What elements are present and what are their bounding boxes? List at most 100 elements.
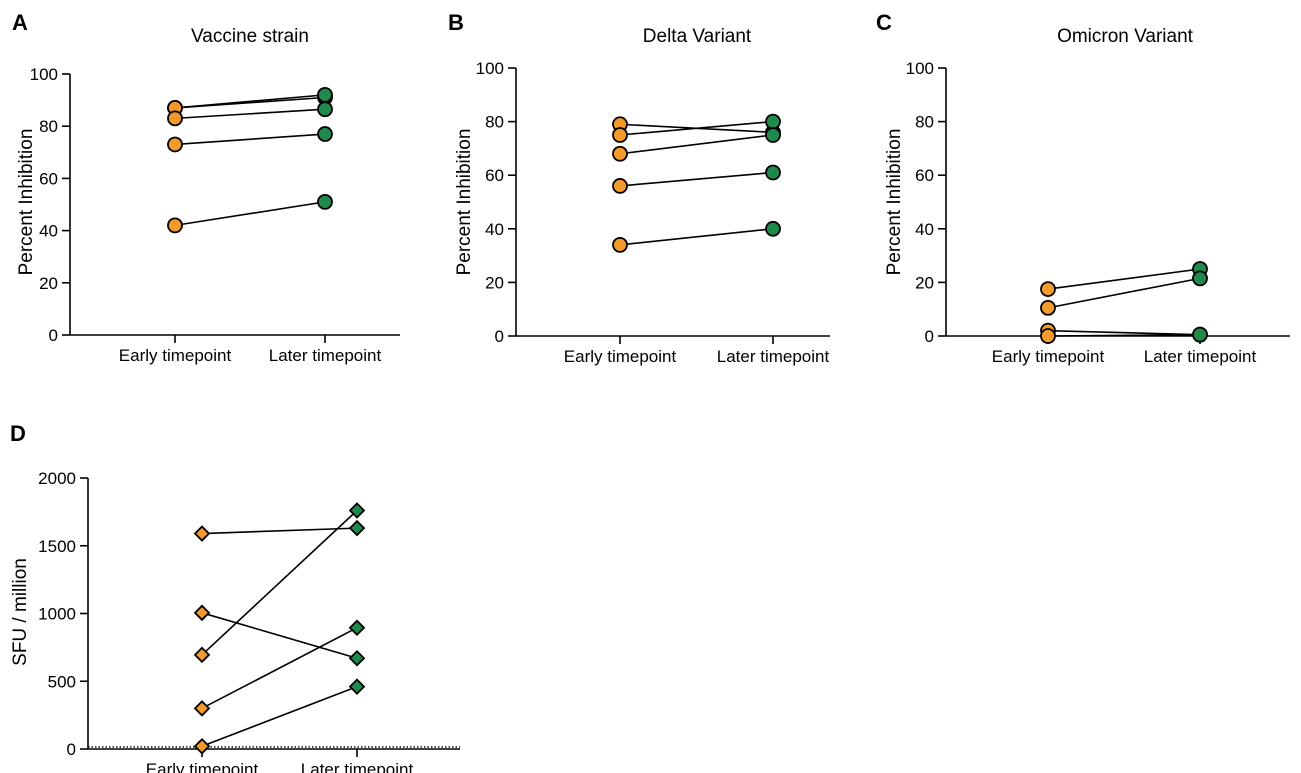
x-category-label: Later timepoint <box>301 760 414 773</box>
y-tick-label: 100 <box>906 59 934 78</box>
x-categories: Early timepoint Later timepoint <box>992 336 1257 366</box>
y-ticks: 0 500 1000 1500 2000 <box>38 469 460 759</box>
circle-point <box>1040 299 1056 316</box>
circle-point <box>1040 281 1056 298</box>
panel-title: Delta Variant <box>643 26 752 47</box>
y-axis-label: Percent Inhibition <box>16 129 37 276</box>
x-category-label: Early timepoint <box>146 760 259 773</box>
diamond-point <box>193 604 211 622</box>
data-marks <box>88 502 460 755</box>
circle-point <box>612 236 628 253</box>
diamond-point <box>348 619 366 637</box>
x-category-label: Later timepoint <box>269 346 382 365</box>
y-tick-label: 60 <box>915 166 934 185</box>
panel-letter: C <box>876 10 892 35</box>
circle-point <box>1192 270 1208 287</box>
circle-point <box>612 127 628 143</box>
x-category-label: Later timepoint <box>1144 347 1257 366</box>
y-tick-label: 80 <box>485 113 504 132</box>
pair-connector-line <box>619 171 774 187</box>
pair-connector-line <box>1047 277 1201 309</box>
y-tick-label: 500 <box>48 672 76 691</box>
circle-point <box>765 113 781 130</box>
y-tick-label: 20 <box>485 273 504 292</box>
pair-connector-line <box>619 120 774 136</box>
y-tick-label: 40 <box>485 220 504 239</box>
panel-letter: D <box>10 421 26 446</box>
y-tick-label: 40 <box>915 220 934 239</box>
y-tick-label: 100 <box>30 65 58 84</box>
diamond-point <box>348 678 366 695</box>
pair-connector-line <box>201 685 358 748</box>
pair-connector-line <box>201 527 358 535</box>
pair-connector-line <box>1047 329 1201 336</box>
circle-point <box>167 110 183 127</box>
y-axis-label: Percent Inhibition <box>884 129 905 276</box>
y-tick-label: 0 <box>925 327 934 346</box>
panel-letter: B <box>448 10 464 35</box>
circle-point <box>765 127 781 143</box>
circle-point <box>765 164 781 181</box>
panel-a: A Vaccine strain Percent Inhibition 0 20 4… <box>12 10 400 365</box>
x-category-label: Early timepoint <box>564 347 677 366</box>
y-ticks: 0 20 40 60 80 100 <box>476 59 830 346</box>
y-tick-label: 100 <box>476 59 504 78</box>
y-tick-label: 20 <box>915 273 934 292</box>
panel-b: B Delta Variant Percent Inhibition 0 20 40… <box>448 10 830 366</box>
panel-title: Vaccine strain <box>191 26 309 47</box>
diamond-point <box>348 649 366 667</box>
data-marks <box>167 86 333 234</box>
circle-point <box>612 178 628 194</box>
y-tick-label: 1000 <box>38 605 76 624</box>
circle-point <box>317 126 333 142</box>
circle-point <box>317 193 333 210</box>
y-tick-label: 40 <box>39 222 58 241</box>
data-marks <box>1040 261 1208 344</box>
circle-point <box>765 220 781 237</box>
diamond-point <box>348 519 366 537</box>
circle-point <box>1192 326 1208 343</box>
x-categories: Early timepoint Later timepoint <box>564 336 830 366</box>
circle-point <box>167 217 183 234</box>
pair-connector-line <box>174 94 326 109</box>
pair-connector-line <box>1047 333 1201 337</box>
circle-point <box>317 86 333 103</box>
pair-connector-line <box>174 201 326 227</box>
y-ticks: 0 20 40 60 80 100 <box>30 65 400 345</box>
diamond-point <box>193 700 211 717</box>
panel-letter: A <box>12 10 28 35</box>
panel-title: Omicron Variant <box>1057 26 1194 47</box>
diamond-point <box>193 646 211 664</box>
y-tick-label: 0 <box>67 740 76 759</box>
y-tick-label: 1500 <box>38 537 76 556</box>
panel-d: D SFU / million 0 500 1000 1500 2000 Early t… <box>10 421 460 773</box>
pair-connector-line <box>619 134 774 155</box>
data-marks <box>612 113 781 253</box>
x-categories: Early timepoint Later timepoint <box>119 335 382 365</box>
diamond-point <box>193 525 211 542</box>
diamond-point <box>348 502 366 519</box>
circle-point <box>317 101 333 118</box>
pair-connector-line <box>1047 268 1201 290</box>
x-category-label: Early timepoint <box>119 346 232 365</box>
y-tick-label: 60 <box>39 169 58 188</box>
y-axis-label: Percent Inhibition <box>454 129 475 276</box>
y-ticks: 0 20 40 60 80 100 <box>906 59 1290 346</box>
pair-connector-line <box>174 108 326 120</box>
pair-connector-line <box>201 509 358 656</box>
pair-connector-line <box>619 228 774 246</box>
y-tick-label: 80 <box>915 113 934 132</box>
x-categories: Early timepoint Later timepoint <box>146 749 414 773</box>
y-tick-label: 80 <box>39 117 58 136</box>
y-tick-label: 2000 <box>38 469 76 488</box>
pair-connector-line <box>201 627 358 710</box>
y-tick-label: 0 <box>49 326 58 345</box>
y-tick-label: 60 <box>485 166 504 185</box>
circle-point <box>612 145 628 162</box>
panel-c: C Omicron Variant Percent Inhibition 0 20… <box>876 10 1290 366</box>
x-category-label: Later timepoint <box>717 347 830 366</box>
pair-connector-line <box>174 133 326 146</box>
y-tick-label: 20 <box>39 274 58 293</box>
circle-point <box>167 136 183 153</box>
